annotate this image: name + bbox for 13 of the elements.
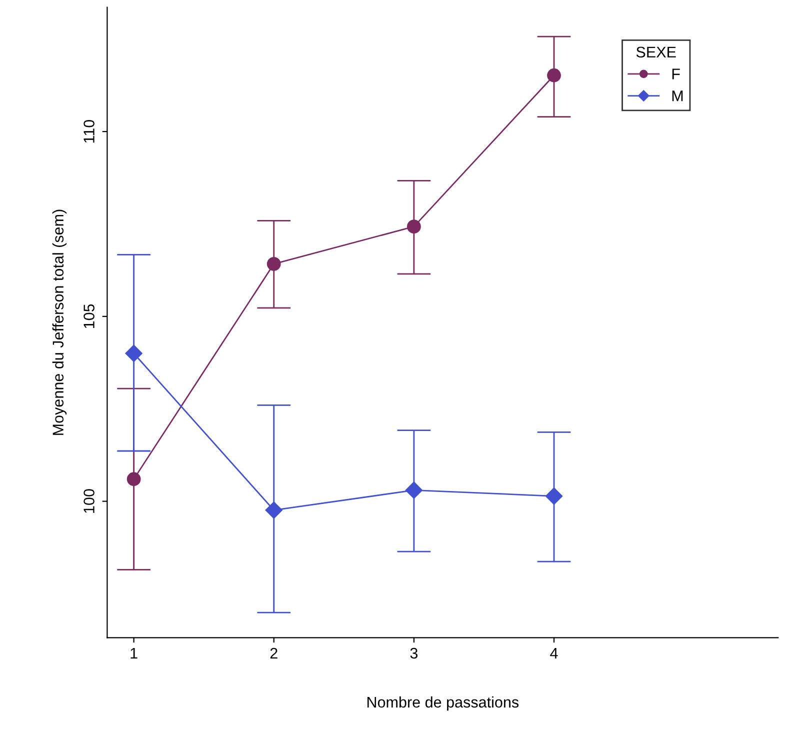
y-tick-label: 100 xyxy=(84,489,94,513)
y-tick-label: 105 xyxy=(84,304,94,328)
x-axis-title: Nombre de passations xyxy=(367,696,519,711)
x-tick-label: 1 xyxy=(130,648,138,659)
y-tick-label: 110 xyxy=(84,120,94,143)
legend-title: SEXE xyxy=(636,46,676,58)
x-tick-label: 3 xyxy=(410,648,418,659)
y-axis-title: Moyenne du Jefferson total (sem) xyxy=(52,210,67,435)
legend-label: F xyxy=(672,68,680,80)
x-tick-label: 2 xyxy=(270,648,278,659)
point xyxy=(547,68,561,82)
x-tick-label: 4 xyxy=(550,648,558,659)
legend-label: M xyxy=(672,90,683,102)
